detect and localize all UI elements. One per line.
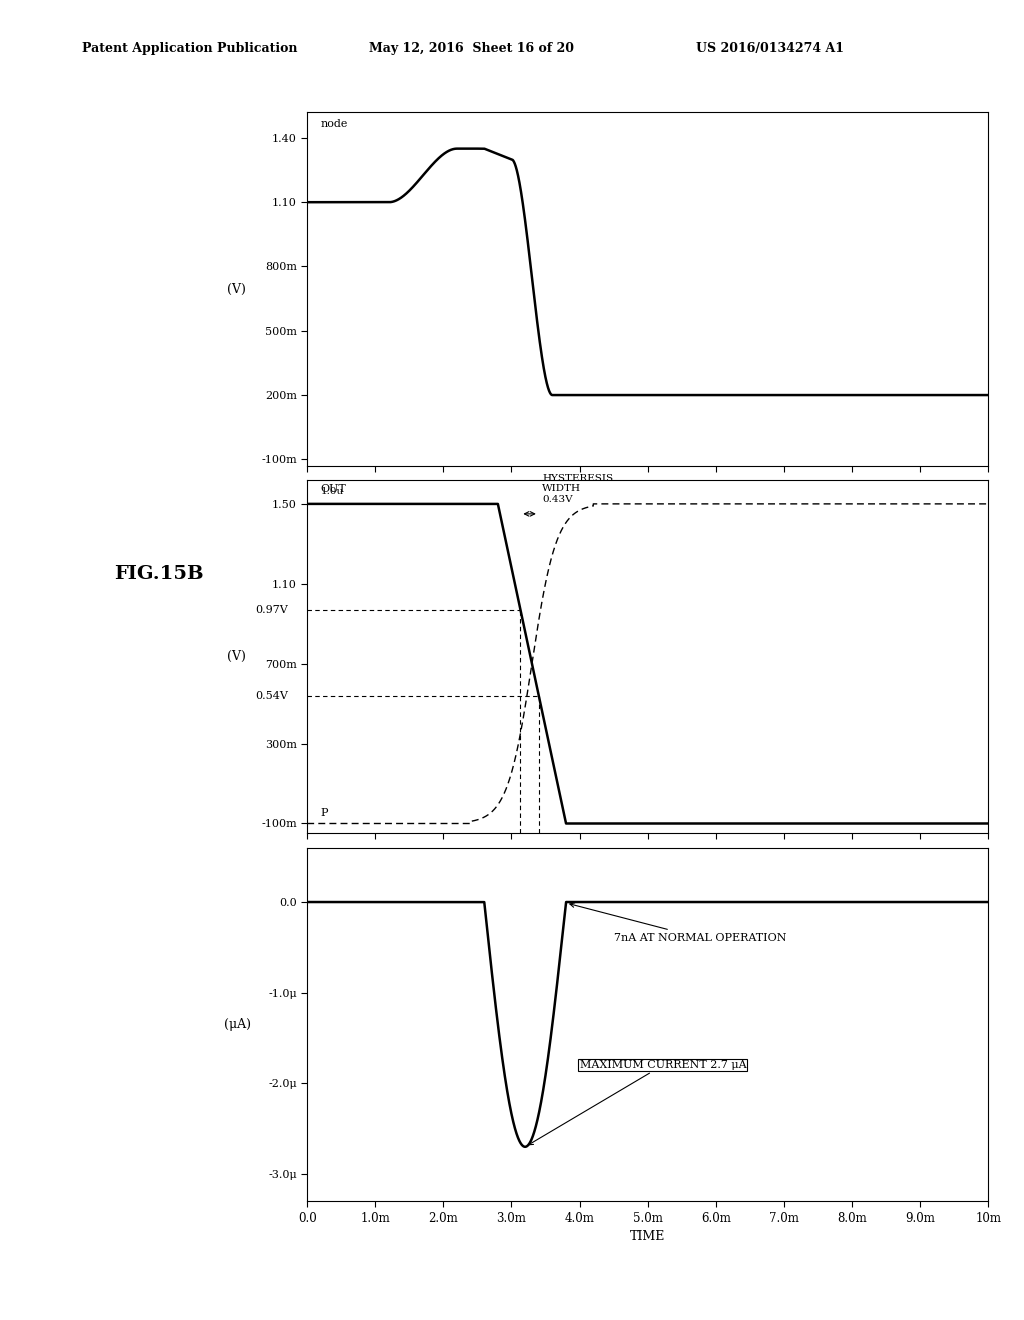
Y-axis label: (V): (V) <box>226 651 246 663</box>
Text: OUT: OUT <box>321 484 346 494</box>
Text: May 12, 2016  Sheet 16 of 20: May 12, 2016 Sheet 16 of 20 <box>369 42 573 55</box>
Text: 0.54V: 0.54V <box>255 690 288 701</box>
Y-axis label: (μA): (μA) <box>224 1018 251 1031</box>
Text: 0.97V: 0.97V <box>255 605 288 615</box>
Text: FIG.15B: FIG.15B <box>114 565 204 583</box>
Text: HYSTERESIS
WIDTH
0.43V: HYSTERESIS WIDTH 0.43V <box>542 474 613 504</box>
X-axis label: TIME: TIME <box>630 1230 666 1243</box>
Text: US 2016/0134274 A1: US 2016/0134274 A1 <box>696 42 845 55</box>
Text: MAXIMUM CURRENT 2.7 μA: MAXIMUM CURRENT 2.7 μA <box>528 1060 746 1144</box>
Text: 7nA AT NORMAL OPERATION: 7nA AT NORMAL OPERATION <box>569 903 786 942</box>
Text: node: node <box>321 119 348 128</box>
Text: P: P <box>321 808 329 817</box>
Text: Patent Application Publication: Patent Application Publication <box>82 42 297 55</box>
Y-axis label: (V): (V) <box>226 282 246 296</box>
Text: 1.0u: 1.0u <box>321 487 344 496</box>
